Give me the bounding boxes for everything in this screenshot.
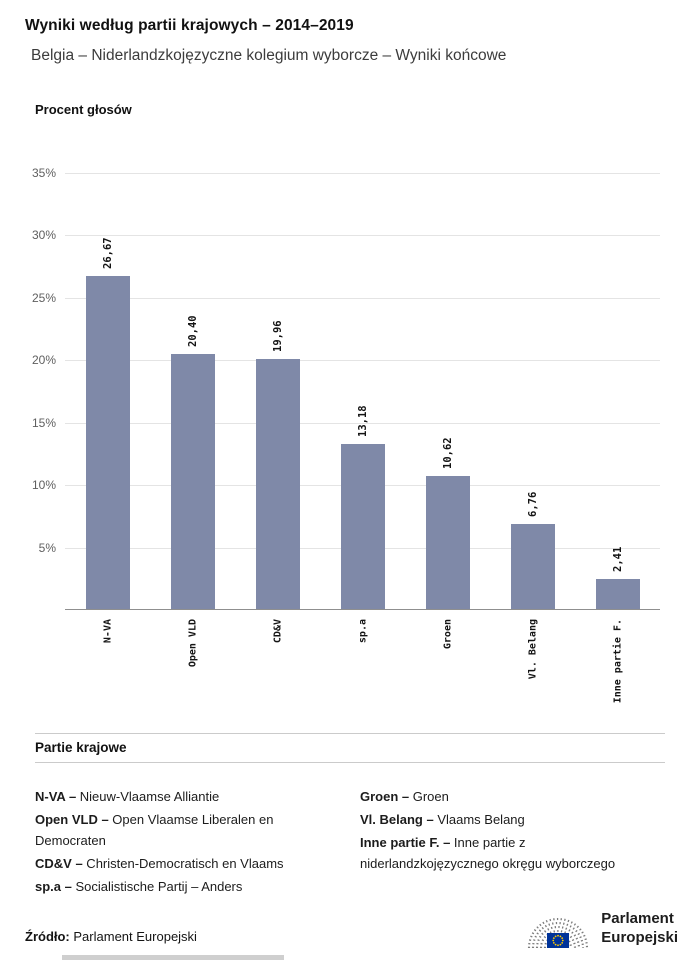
legend-desc: Inne partie z niderlandzkojęzycznego okr… xyxy=(360,835,616,871)
legend-column-1: Groen – Groen Vl. Belang – Vlaams Belang I… xyxy=(360,786,660,876)
legend-term: Inne partie F. – xyxy=(360,835,451,850)
bar-value-label: 2,41 xyxy=(611,546,624,572)
source-line: Źródło: Parlament Europejski xyxy=(25,929,197,944)
legend-term: N-VA – xyxy=(35,789,77,804)
bar-value-label: 26,67 xyxy=(101,237,114,269)
x-category-label: N-VA xyxy=(102,619,113,644)
x-axis-line xyxy=(65,609,660,610)
legend-item: sp.a – Socialistische Partij – Anders xyxy=(35,876,323,897)
legend-term: CD&V – xyxy=(35,856,83,871)
divider-below-legend-title xyxy=(35,762,665,763)
y-tick-label: 15% xyxy=(31,415,56,430)
gridline xyxy=(65,297,660,299)
gridline xyxy=(65,172,660,174)
bar-value-label: 13,18 xyxy=(356,405,369,437)
y-tick-label: 35% xyxy=(31,165,56,180)
bottom-strip xyxy=(62,955,284,960)
legend-desc: Open Vlaamse Liberalen en Democraten xyxy=(35,812,274,848)
legend-title: Partie krajowe xyxy=(35,740,127,755)
bar-value-label: 19,96 xyxy=(271,320,284,352)
legend-term: Open VLD – xyxy=(35,812,109,827)
bar[interactable] xyxy=(595,579,640,609)
y-tick-label: 25% xyxy=(31,290,56,305)
legend-desc: Vlaams Belang xyxy=(433,812,525,827)
y-tick-label: 5% xyxy=(38,540,56,555)
ep-logo-line1: Parlament xyxy=(601,910,674,928)
legend-desc: Christen-Democratisch en Vlaams xyxy=(82,856,284,871)
legend-item: Groen – Groen xyxy=(360,786,660,807)
plot-area: 5% 10% 15% 20% 25% 30% 35% 26,67 N-VA 20,40 Open V… xyxy=(32,140,660,703)
bar[interactable] xyxy=(255,359,300,609)
x-category-label: Open VLD xyxy=(187,619,198,668)
legend-item: Open VLD – Open Vlaamse Liberalen en Dem… xyxy=(35,809,323,851)
legend-item: N-VA – Nieuw-Vlaamse Alliantie xyxy=(35,786,323,807)
y-tick-label: 20% xyxy=(31,353,56,367)
bar-value-label: 6,76 xyxy=(526,491,539,517)
legend-item: CD&V – Christen-Democratisch en Vlaams xyxy=(35,853,323,874)
bar-value-label: 20,40 xyxy=(186,315,199,347)
bar[interactable] xyxy=(340,444,385,609)
gridline xyxy=(65,360,660,361)
gridline xyxy=(65,422,660,424)
x-category-label: Vl. Belang xyxy=(527,619,538,680)
eu-flag-stars xyxy=(552,934,564,947)
x-category-label: CD&V xyxy=(272,619,283,644)
y-axis-title: Procent głosów xyxy=(35,102,132,117)
legend-column-0: N-VA – Nieuw-Vlaamse Alliantie Open VLD –… xyxy=(35,786,323,899)
gridline xyxy=(65,235,660,236)
legend-item: Vl. Belang – Vlaams Belang xyxy=(360,809,660,830)
bar-value-label: 10,62 xyxy=(441,437,454,469)
legend-desc: Nieuw-Vlaamse Alliantie xyxy=(76,789,220,804)
legend-item: Inne partie F. – Inne partie z niderland… xyxy=(360,832,660,874)
bar[interactable] xyxy=(85,276,130,609)
legend-desc: Groen xyxy=(409,789,449,804)
bar[interactable] xyxy=(425,476,470,609)
eu-flag xyxy=(547,933,570,948)
european-parliament-logo: Parlament Europejski xyxy=(523,906,678,952)
source-text: Parlament Europejski xyxy=(73,929,197,944)
legend-term: sp.a – xyxy=(35,879,72,894)
ep-hemicycle-icon xyxy=(528,918,589,949)
y-tick-label: 30% xyxy=(31,228,56,242)
bar[interactable] xyxy=(170,354,215,609)
page-subtitle: Belgia – Niderlandzkojęzyczne kolegium w… xyxy=(31,47,507,64)
legend-term: Vl. Belang – xyxy=(360,812,434,827)
page-title: Wyniki według partii krajowych – 2014–20… xyxy=(25,17,354,34)
legend-term: Groen – xyxy=(360,789,410,804)
ep-logo-line2: Europejski xyxy=(601,929,678,946)
bar[interactable] xyxy=(510,524,555,609)
x-category-label: Inne partie F. xyxy=(612,619,623,704)
legend-desc: Socialistische Partij – Anders xyxy=(71,879,243,894)
x-category-label: Groen xyxy=(442,619,453,650)
divider-above-legend xyxy=(35,733,665,734)
x-category-label: sp.a xyxy=(357,619,368,644)
source-label: Źródło: xyxy=(25,929,70,944)
y-tick-label: 10% xyxy=(31,478,56,492)
ep-logo-text: Parlament Europejski xyxy=(601,910,678,948)
